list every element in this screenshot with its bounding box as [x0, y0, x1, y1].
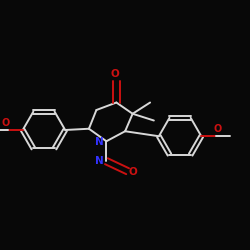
Text: O: O — [111, 69, 120, 79]
Text: O: O — [214, 124, 222, 134]
Text: O: O — [1, 118, 9, 128]
Text: N: N — [95, 156, 104, 166]
Text: N: N — [95, 138, 104, 147]
Text: O: O — [129, 168, 138, 177]
